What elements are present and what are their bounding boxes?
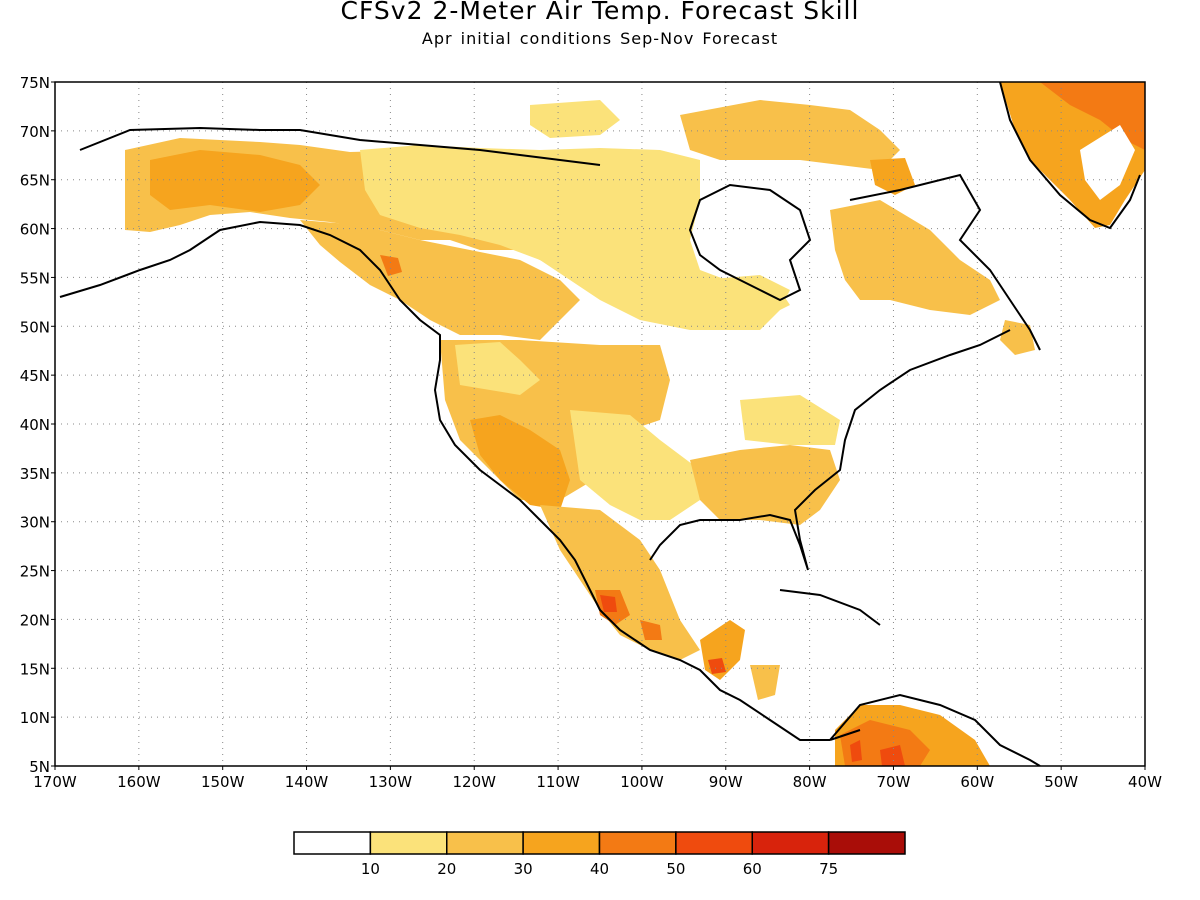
lat-tick-label: 5N bbox=[29, 758, 50, 776]
lon-tick-label: 110W bbox=[536, 773, 580, 791]
coast-south-america bbox=[829, 693, 1041, 766]
lon-tick-label: 40W bbox=[1128, 773, 1162, 791]
lat-tick-label: 10N bbox=[20, 709, 50, 727]
colorbar: 10 20 30 40 50 60 75 bbox=[293, 831, 906, 878]
colorbar-label: 75 bbox=[819, 860, 838, 878]
colorbar-label: 10 bbox=[361, 860, 380, 878]
lon-tick-label: 80W bbox=[793, 773, 827, 791]
shade-arctic-2 bbox=[680, 100, 900, 170]
lat-tick-label: 15N bbox=[20, 660, 50, 678]
colorbar-label: 40 bbox=[590, 860, 609, 878]
shade-southeast bbox=[690, 445, 840, 525]
lon-tick-label: 70W bbox=[877, 773, 911, 791]
coast-greenland bbox=[999, 82, 1141, 230]
colorbar-swatch bbox=[369, 831, 448, 855]
shade-labrador bbox=[830, 200, 1000, 315]
shade-southeast-light bbox=[740, 395, 840, 445]
lat-tick-label: 75N bbox=[20, 74, 50, 92]
shade-texas bbox=[570, 410, 700, 520]
colorbar-swatch bbox=[598, 831, 677, 855]
shade-south-america-hot3 bbox=[880, 745, 905, 766]
colorbar-swatch bbox=[675, 831, 753, 855]
colorbar-label: 30 bbox=[514, 860, 533, 878]
coast-labrador bbox=[849, 173, 1041, 351]
shade-greenland-white bbox=[1080, 125, 1135, 200]
lon-tick-label: 130W bbox=[369, 773, 413, 791]
shade-south-america-hot bbox=[840, 720, 930, 766]
latitude-tick-labels: 5N 10N 15N 20N 25N 30N 35N 40N 45N 50N 55N 60N 65N 70… bbox=[20, 74, 55, 776]
lon-tick-label: 160W bbox=[117, 773, 161, 791]
lon-tick-label: 120W bbox=[452, 773, 496, 791]
chart-title: CFSv2 2-Meter Air Temp. Forecast Skill bbox=[340, 0, 860, 25]
shade-alaska-inner bbox=[150, 150, 320, 212]
lat-tick-label: 20N bbox=[20, 611, 50, 629]
coast-gulf bbox=[649, 329, 1011, 741]
colorbar-swatch bbox=[522, 831, 601, 855]
lat-tick-label: 25N bbox=[20, 563, 50, 581]
shade-central-america-hot bbox=[708, 658, 726, 674]
shade-arctic-1 bbox=[530, 100, 620, 138]
shade-central-america-2 bbox=[750, 665, 780, 700]
lat-tick-label: 70N bbox=[20, 123, 50, 141]
shade-bc bbox=[300, 220, 580, 340]
lon-tick-label: 60W bbox=[960, 773, 994, 791]
shade-bc-hot bbox=[380, 255, 402, 276]
colorbar-swatch bbox=[827, 831, 906, 855]
shade-canada-central bbox=[360, 145, 790, 330]
coast-north-america bbox=[59, 220, 830, 741]
coastlines bbox=[59, 82, 1141, 766]
shade-mexico-south bbox=[640, 620, 662, 640]
shade-mexico-hot2 bbox=[600, 595, 617, 612]
colorbar-label: 50 bbox=[666, 860, 685, 878]
shade-east-canada bbox=[700, 275, 790, 330]
lat-tick-label: 65N bbox=[20, 172, 50, 190]
shade-mexico bbox=[540, 505, 700, 660]
chart-subtitle: Apr initial conditions Sep-Nov Forecast bbox=[421, 29, 779, 48]
colorbar-label: 60 bbox=[743, 860, 762, 878]
lat-tick-label: 55N bbox=[20, 269, 50, 287]
lon-tick-label: 170W bbox=[33, 773, 77, 791]
lon-tick-label: 50W bbox=[1044, 773, 1078, 791]
lat-tick-label: 45N bbox=[20, 367, 50, 385]
lon-tick-label: 100W bbox=[620, 773, 664, 791]
lon-tick-label: 90W bbox=[709, 773, 743, 791]
longitude-tick-labels: 170W 160W 150W 140W 130W 120W 110W 100W 90W 80W 70… bbox=[33, 766, 1162, 791]
coast-cuba bbox=[779, 589, 881, 626]
lat-tick-label: 35N bbox=[20, 465, 50, 483]
shade-west-us-light bbox=[455, 342, 540, 395]
coast-hudson-bay bbox=[688, 183, 812, 302]
colorbar-swatch bbox=[446, 831, 524, 855]
shade-newfoundland bbox=[1000, 320, 1035, 355]
coast-arctic bbox=[79, 126, 601, 166]
lon-tick-label: 150W bbox=[201, 773, 245, 791]
shade-southwest bbox=[470, 415, 570, 510]
shade-arctic-3 bbox=[870, 158, 915, 195]
gridlines bbox=[55, 82, 1145, 766]
colorbar-label: 20 bbox=[437, 860, 456, 878]
lat-tick-label: 30N bbox=[20, 514, 50, 532]
colorbar-swatch bbox=[751, 831, 830, 855]
shade-south-america-hot2 bbox=[850, 740, 862, 762]
lat-tick-label: 40N bbox=[20, 416, 50, 434]
lat-tick-label: 60N bbox=[20, 221, 50, 239]
skill-shading bbox=[125, 82, 1145, 766]
lon-tick-label: 140W bbox=[285, 773, 329, 791]
colorbar-swatch bbox=[293, 831, 372, 855]
lat-tick-label: 50N bbox=[20, 318, 50, 336]
